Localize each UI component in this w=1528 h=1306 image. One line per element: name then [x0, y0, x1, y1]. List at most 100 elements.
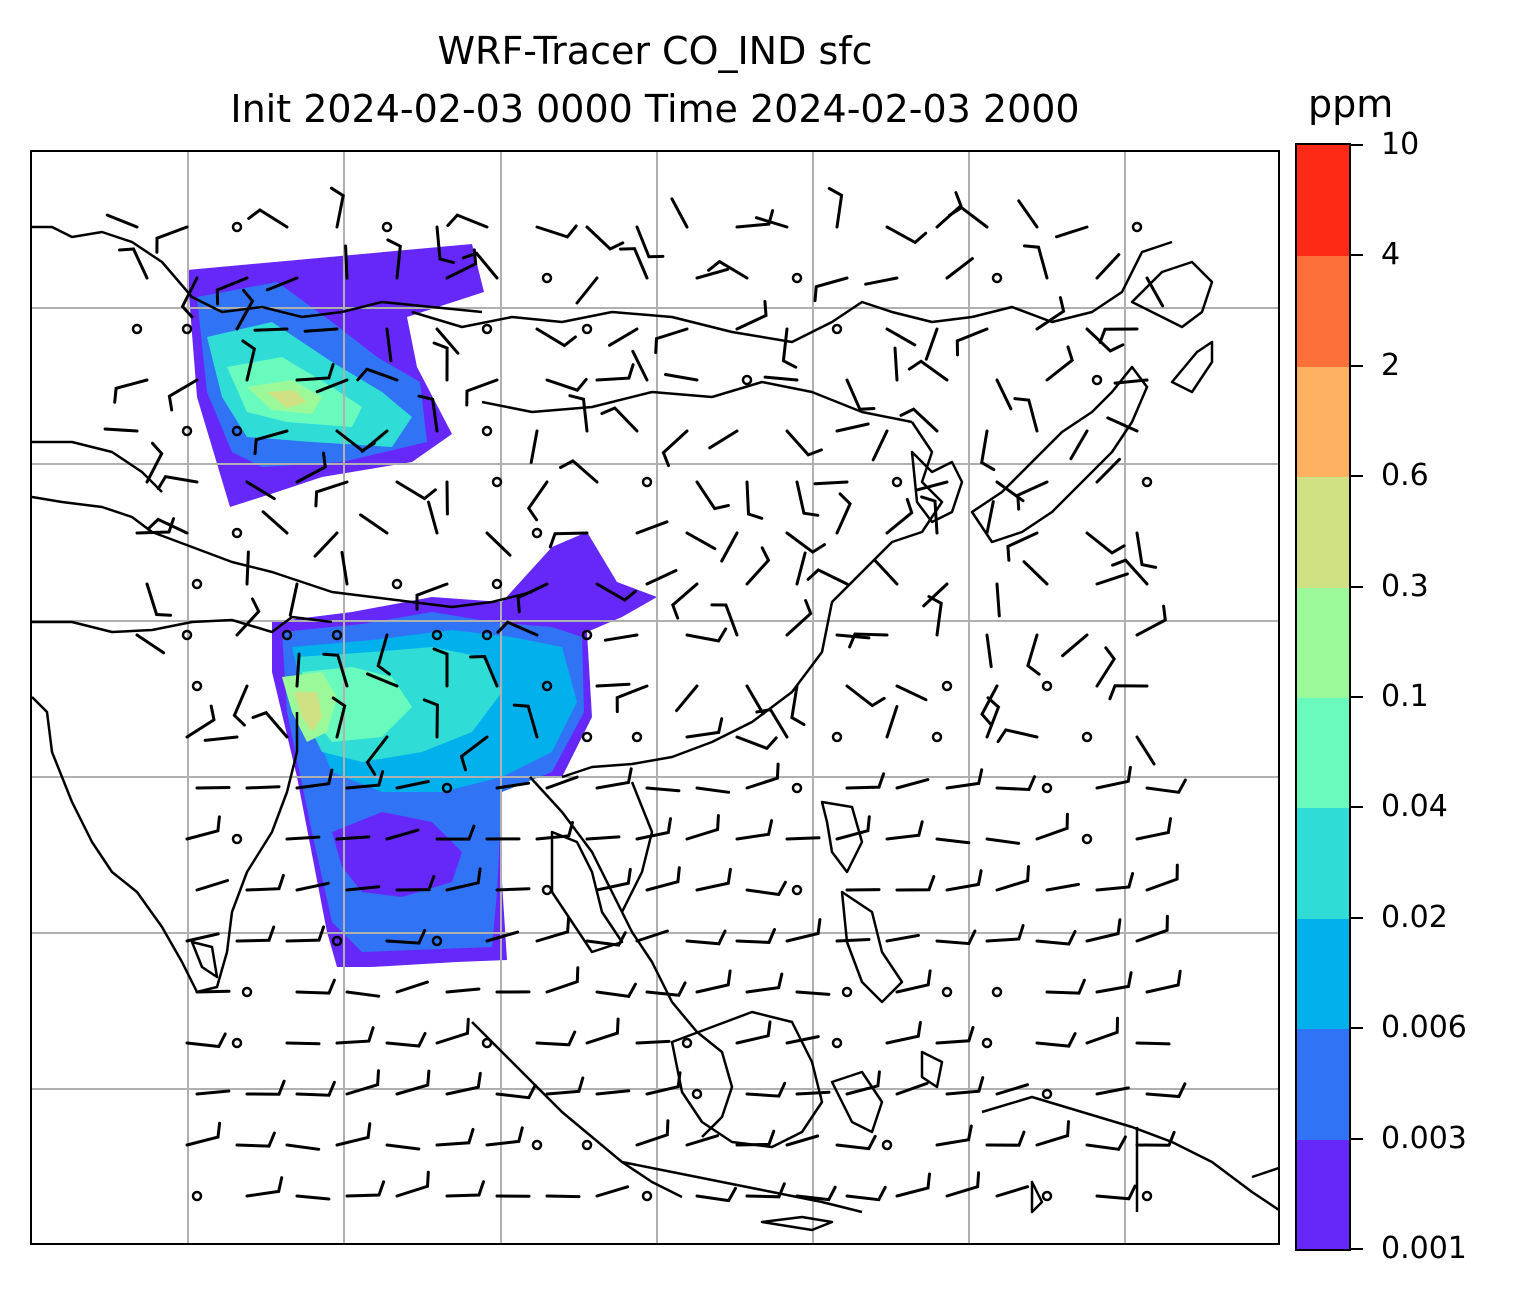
wind-barb: [395, 875, 436, 892]
wind-barb: [707, 259, 749, 280]
wind-barb: [345, 1180, 386, 1198]
colorbar-tick-label: 0.04: [1381, 789, 1448, 825]
wind-barb: [595, 1185, 630, 1198]
calm-wind-marker: [991, 272, 1003, 284]
wind-barb: [785, 836, 821, 841]
wind-barb: [1106, 416, 1139, 433]
wind-barb: [345, 1069, 380, 1096]
wind-barb: [585, 1017, 620, 1045]
wind-barb: [285, 835, 321, 841]
calm-wind-marker: [231, 833, 243, 845]
wind-barb: [845, 1185, 887, 1202]
wind-barb: [322, 652, 349, 688]
wind-barb: [785, 1035, 820, 1045]
wind-barb: [1098, 327, 1139, 344]
colorbar-tick-label: 4: [1381, 237, 1401, 273]
wind-barb: [185, 1121, 222, 1147]
wind-barb: [1135, 1130, 1176, 1147]
wind-barb: [985, 837, 1021, 845]
wind-barb: [251, 710, 289, 739]
wind-barb: [1035, 812, 1069, 841]
wind-barb: [145, 582, 173, 617]
colorbar-tick-label: 0.001: [1381, 1231, 1467, 1266]
wind-barb: [1095, 1086, 1130, 1096]
wind-barb: [600, 406, 639, 433]
wind-barb: [195, 1089, 231, 1096]
calm-wind-marker: [831, 731, 843, 743]
wind-barb: [710, 603, 739, 637]
wind-barb: [446, 213, 489, 229]
wind-barb: [461, 251, 499, 280]
tracer-field-north: [187, 244, 484, 507]
wind-barb: [385, 327, 393, 363]
wind-barb: [806, 568, 849, 586]
calm-wind-marker: [581, 1139, 593, 1151]
wind-barb: [755, 707, 789, 739]
wind-barb: [435, 327, 460, 355]
calm-wind-marker: [1081, 833, 1093, 845]
wind-barb: [422, 698, 439, 739]
wind-barb: [895, 778, 930, 790]
wind-barb: [469, 654, 499, 688]
wind-barb: [745, 1081, 787, 1098]
wind-barb: [356, 367, 399, 382]
calm-wind-marker: [481, 1037, 493, 1049]
colorbar-tick: [1351, 585, 1363, 588]
calm-wind-marker: [741, 374, 753, 386]
wind-barb: [685, 531, 717, 551]
wind-barb: [215, 276, 249, 306]
wind-barb: [535, 1030, 577, 1047]
calm-wind-marker: [191, 1190, 203, 1202]
wind-barb: [1061, 633, 1089, 658]
wind-barb: [135, 633, 166, 655]
wind-barb: [661, 429, 689, 468]
wind-barb: [795, 1185, 837, 1202]
wind-barb: [735, 819, 774, 841]
wind-barb: [232, 684, 249, 727]
wind-barb: [415, 582, 449, 611]
wind-barb: [241, 339, 257, 382]
wind-barb: [835, 815, 871, 841]
wind-barb: [335, 835, 371, 841]
wind-barb: [1108, 684, 1149, 701]
wind-barb: [1085, 327, 1125, 353]
calm-wind-marker: [931, 731, 943, 743]
calm-wind-marker: [641, 476, 653, 488]
wind-barb: [1016, 480, 1049, 511]
calm-wind-marker: [1041, 1088, 1053, 1100]
wind-barb: [253, 327, 289, 332]
wind-barb: [635, 225, 665, 259]
calm-wind-marker: [131, 323, 143, 335]
wind-barb: [235, 925, 276, 943]
wind-barb: [595, 682, 631, 688]
wind-barb: [155, 225, 189, 254]
wind-barb: [1022, 560, 1049, 586]
wind-barb: [285, 1041, 321, 1046]
wind-barb: [1145, 276, 1165, 308]
colorbar-tick: [1351, 475, 1363, 478]
wind-barb: [895, 1081, 929, 1096]
wind-barb: [526, 480, 549, 522]
wind-barb: [945, 257, 974, 280]
calm-wind-marker: [431, 629, 443, 641]
wind-barb: [1085, 1016, 1119, 1045]
wind-barb: [695, 267, 730, 280]
calm-wind-marker: [981, 1037, 993, 1049]
wind-barb: [180, 276, 199, 319]
wind-barb: [735, 1020, 772, 1045]
wind-barbs: [103, 186, 1187, 1203]
gridlines: [32, 152, 1278, 1243]
wind-barb: [1095, 872, 1135, 892]
wind-barb: [103, 427, 139, 433]
calm-wind-marker: [691, 1088, 703, 1100]
calm-wind-marker: [491, 578, 503, 590]
calm-wind-marker: [1041, 1190, 1053, 1202]
wind-barb: [708, 429, 739, 450]
wind-barb: [790, 684, 806, 727]
wind-barb: [995, 378, 1013, 411]
wind-barb: [848, 632, 889, 649]
colorbar-tick: [1351, 254, 1363, 257]
wind-barb: [295, 1194, 331, 1201]
calm-wind-marker: [191, 578, 203, 590]
calm-wind-marker: [1041, 680, 1053, 692]
